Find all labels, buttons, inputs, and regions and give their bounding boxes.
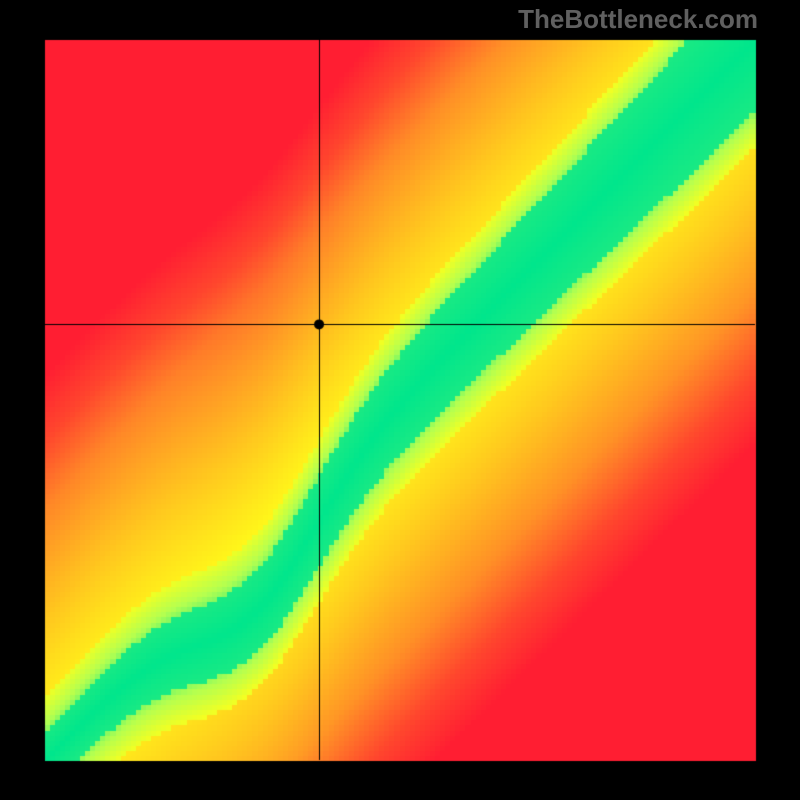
chart-container: TheBottleneck.com bbox=[0, 0, 800, 800]
watermark-text: TheBottleneck.com bbox=[518, 4, 758, 35]
bottleneck-heatmap bbox=[0, 0, 800, 800]
